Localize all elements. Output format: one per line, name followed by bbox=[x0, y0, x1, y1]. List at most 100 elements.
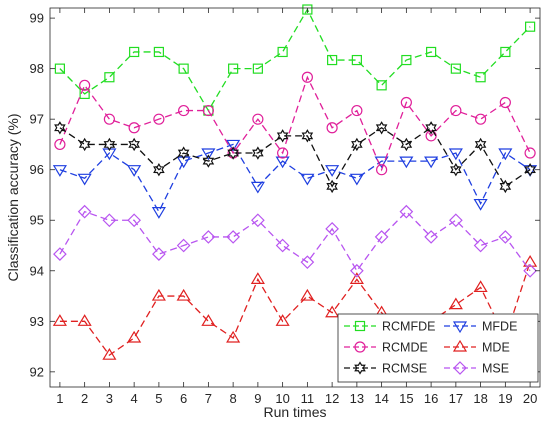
x-tick-label: 5 bbox=[155, 391, 162, 406]
series-line-mse bbox=[59, 210, 531, 272]
x-tick-label: 17 bbox=[449, 391, 463, 406]
data-point-rcmde bbox=[79, 79, 91, 91]
x-tick-label: 15 bbox=[399, 391, 413, 406]
data-point-rcmse bbox=[78, 137, 91, 152]
legend-item-rcmde: RCMDE bbox=[344, 341, 428, 355]
data-point-mfde bbox=[399, 156, 414, 169]
data-point-rcmde bbox=[499, 96, 511, 109]
data-point-mfde bbox=[325, 165, 340, 177]
data-point-mfde bbox=[424, 156, 439, 169]
legend-marker-rcmde bbox=[354, 341, 366, 353]
data-point-rcmfde bbox=[500, 46, 511, 58]
legend-marker-rcmse bbox=[354, 361, 366, 375]
data-point-rcmse bbox=[351, 137, 363, 152]
legend-label-mde: MDE bbox=[482, 341, 510, 355]
x-tick-label: 19 bbox=[498, 391, 512, 406]
data-point-mse bbox=[176, 238, 191, 253]
data-point-rcmse bbox=[400, 137, 413, 152]
data-point-rcmfde bbox=[129, 46, 140, 58]
data-point-rcmfde bbox=[153, 46, 164, 58]
data-point-rcmse bbox=[153, 163, 165, 177]
data-point-rcmfde bbox=[525, 21, 536, 32]
series-line-rcmde bbox=[59, 75, 531, 172]
data-point-rcmse bbox=[474, 137, 487, 152]
data-point-mse bbox=[449, 213, 463, 228]
legend-item-rcmse: RCMSE bbox=[344, 361, 427, 376]
data-point-rcmse bbox=[177, 146, 190, 160]
data-point-rcmde bbox=[301, 71, 313, 83]
data-point-rcmde bbox=[252, 113, 264, 125]
data-point-rcmde bbox=[475, 113, 487, 125]
x-tick-label: 13 bbox=[350, 391, 364, 406]
series-rcmse bbox=[54, 121, 536, 194]
data-point-rcmfde bbox=[302, 4, 313, 15]
data-point-mfde bbox=[151, 207, 166, 219]
tick-labels: 1 2 3 4 5 6 7 8 9 10 11 12 13 14 15 16 17 18 19 20929394959… bbox=[30, 11, 538, 406]
data-point-rcmse bbox=[227, 146, 239, 160]
data-point-mde bbox=[473, 280, 488, 293]
y-tick-label: 99 bbox=[30, 11, 44, 26]
data-point-rcmse bbox=[128, 137, 140, 152]
data-point-mde bbox=[127, 330, 142, 343]
series-line-mfde bbox=[59, 143, 531, 214]
data-point-mse bbox=[152, 247, 166, 261]
data-point-mfde bbox=[448, 148, 463, 161]
legend-box bbox=[337, 313, 539, 383]
series-rcmde bbox=[54, 71, 536, 176]
data-point-mse bbox=[424, 230, 438, 244]
data-point-mse bbox=[473, 238, 488, 253]
data-point-rcmfde bbox=[178, 63, 189, 74]
data-point-rcmde bbox=[54, 138, 66, 151]
data-point-rcmde bbox=[178, 104, 190, 117]
x-tick-label: 3 bbox=[106, 391, 113, 406]
data-point-mde bbox=[448, 297, 463, 310]
data-point-mde bbox=[250, 272, 265, 284]
x-tick-label: 2 bbox=[81, 391, 88, 406]
legend-label-rcmde: RCMDE bbox=[382, 341, 428, 355]
data-point-mfde bbox=[523, 165, 538, 177]
legend-item-rcmfde: RCMFDE bbox=[344, 320, 435, 334]
series-line-rcmse bbox=[59, 126, 531, 188]
data-point-rcmde bbox=[277, 147, 289, 159]
y-tick-label: 92 bbox=[30, 364, 44, 379]
data-point-mse bbox=[201, 230, 216, 244]
data-point-mde bbox=[77, 314, 92, 326]
x-axis-label: Run times bbox=[263, 404, 326, 420]
data-point-mse bbox=[350, 263, 364, 278]
legend-marker-mse bbox=[453, 361, 467, 375]
legend-marker-mde bbox=[452, 339, 468, 352]
axes bbox=[49, 7, 541, 388]
y-axis-label: Classification accuracy (%) bbox=[5, 113, 21, 281]
data-point-rcmfde bbox=[252, 63, 263, 74]
data-point-mde bbox=[226, 330, 241, 343]
data-point-mse bbox=[53, 247, 67, 261]
data-point-mde bbox=[300, 288, 315, 301]
data-point-rcmse bbox=[54, 121, 66, 135]
data-point-mfde bbox=[473, 198, 488, 211]
data-point-rcmde bbox=[128, 122, 140, 134]
data-point-mfde bbox=[250, 181, 265, 194]
x-tick-label: 6 bbox=[180, 391, 187, 406]
x-tick-label: 16 bbox=[424, 391, 438, 406]
data-point-mfde bbox=[52, 165, 67, 177]
data-point-rcmse bbox=[375, 121, 388, 135]
data-point-rcmfde bbox=[79, 88, 90, 100]
data-point-rcmse bbox=[301, 129, 314, 143]
legend-label-rcmfde: RCMFDE bbox=[382, 320, 435, 334]
data-point-rcmfde bbox=[228, 63, 239, 74]
data-point-mde bbox=[325, 305, 340, 318]
data-point-mde bbox=[102, 347, 117, 360]
data-point-rcmde bbox=[450, 104, 462, 117]
data-point-mse bbox=[374, 230, 389, 244]
data-point-rcmde bbox=[103, 113, 115, 125]
data-point-mse bbox=[275, 238, 290, 253]
legend-label-mse: MSE bbox=[482, 362, 509, 376]
legend-item-mfde: MFDE bbox=[444, 320, 517, 334]
data-point-mfde bbox=[201, 148, 216, 161]
series-line-mde bbox=[59, 261, 531, 357]
y-tick-label: 93 bbox=[30, 314, 44, 329]
data-point-rcmfde bbox=[277, 46, 288, 58]
x-tick-label: 7 bbox=[205, 391, 212, 406]
data-point-rcmde bbox=[202, 104, 214, 117]
